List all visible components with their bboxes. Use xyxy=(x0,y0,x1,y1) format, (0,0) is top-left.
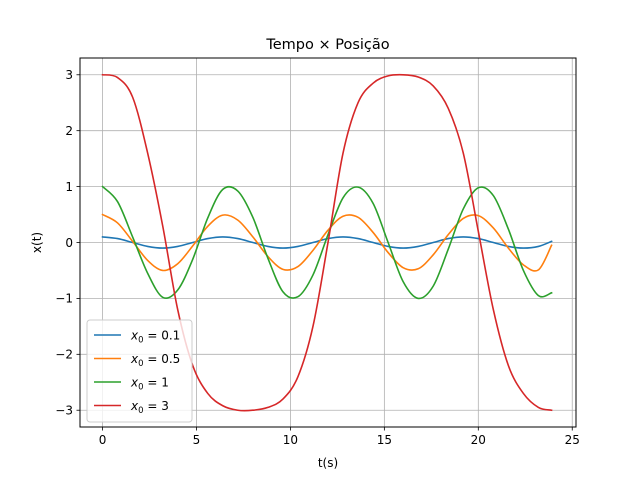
x-tick-label: 5 xyxy=(193,433,201,447)
legend-entry: x0 = 0.1 xyxy=(130,328,180,345)
y-tick-label: 0 xyxy=(65,236,73,250)
legend-var: x xyxy=(130,328,139,342)
x-axis: 0 5 10 15 20 25 xyxy=(99,427,580,447)
series-line-3 xyxy=(101,73,553,412)
series-line-2 xyxy=(101,185,553,300)
legend-entry: x0 = 0.5 xyxy=(130,352,180,369)
legend-var: x xyxy=(130,352,139,366)
legend: x0 = 0.1x0 = 0.5x0 = 1x0 = 3 xyxy=(86,319,193,423)
legend-var: x xyxy=(130,399,139,413)
x-tick-label: 20 xyxy=(471,433,486,447)
legend-value: = 0.5 xyxy=(144,352,181,366)
series-line-1 xyxy=(101,213,553,272)
y-tick-label: −2 xyxy=(55,348,73,362)
legend-value: = 0.1 xyxy=(144,328,181,342)
y-tick-label: −3 xyxy=(55,404,73,418)
x-tick-label: 10 xyxy=(283,433,298,447)
x-tick-label: 15 xyxy=(377,433,392,447)
y-tick-label: 2 xyxy=(65,124,73,138)
legend-value: = 1 xyxy=(144,375,169,389)
x-tick-label: 0 xyxy=(99,433,107,447)
x-tick-label: 25 xyxy=(565,433,580,447)
legend-box xyxy=(86,319,193,423)
y-axis: −3 −2 −1 0 1 2 3 xyxy=(55,68,80,418)
y-tick-label: −1 xyxy=(55,292,73,306)
legend-var: x xyxy=(130,375,139,389)
legend-entry: x0 = 3 xyxy=(130,399,169,416)
legend-subscript: 0 xyxy=(138,359,143,369)
chart-title: Tempo × Posição xyxy=(265,37,389,53)
legend-entry: x0 = 1 xyxy=(130,375,169,392)
y-tick-label: 3 xyxy=(65,68,73,82)
series-layer xyxy=(101,73,553,412)
legend-subscript: 0 xyxy=(138,335,143,345)
legend-value: = 3 xyxy=(144,399,169,413)
x-axis-label: t(s) xyxy=(318,456,338,470)
y-tick-label: 1 xyxy=(65,180,73,194)
y-axis-label: x(t) xyxy=(30,232,44,253)
legend-subscript: 0 xyxy=(138,406,143,416)
legend-subscript: 0 xyxy=(138,382,143,392)
